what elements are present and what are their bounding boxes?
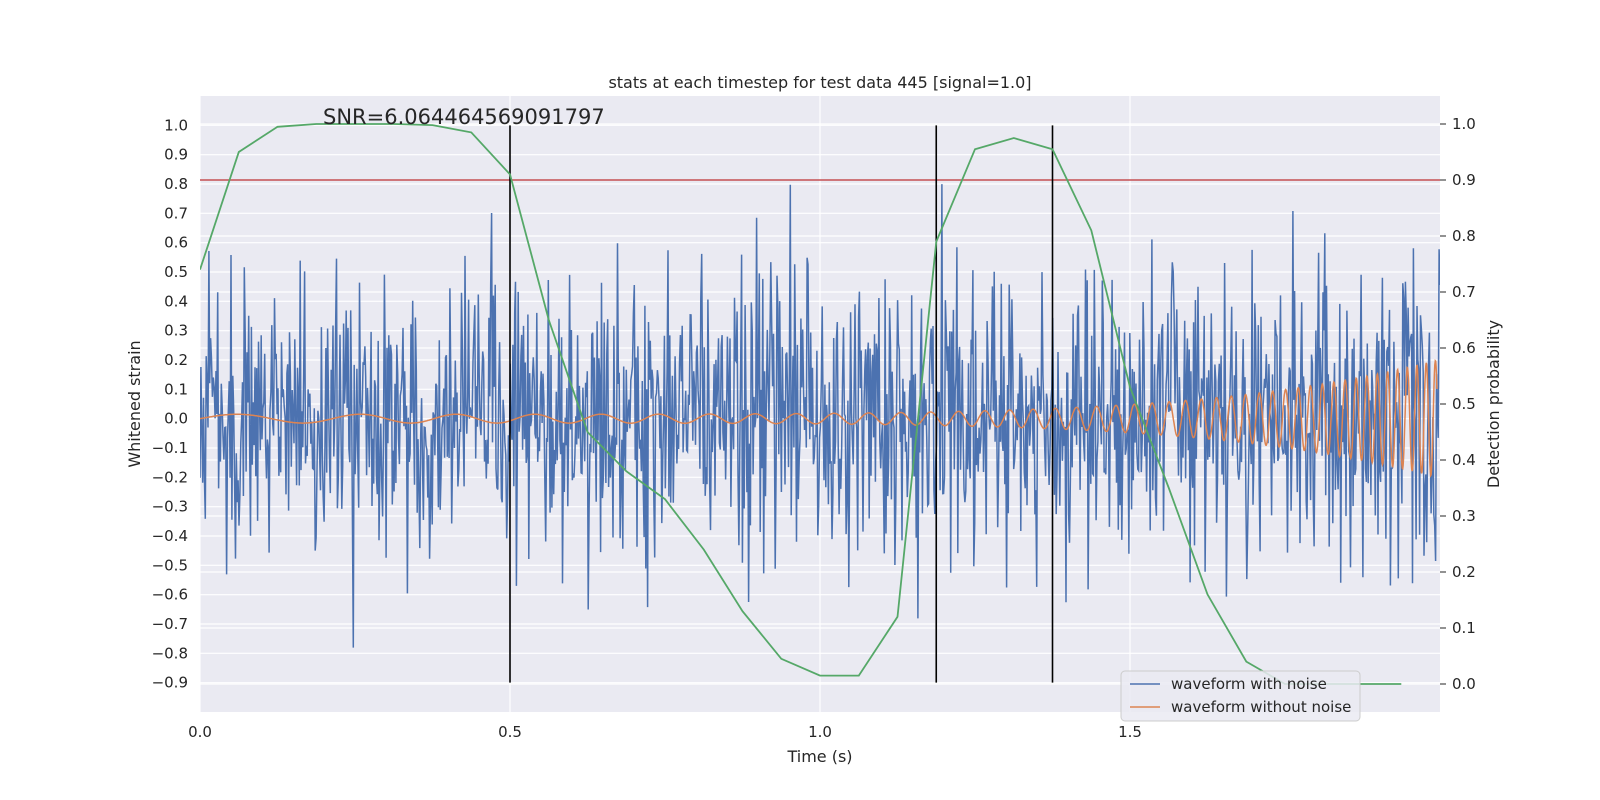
y-tick-label: 0.4 (164, 292, 188, 310)
y-tick-label: 0.6 (164, 234, 188, 252)
x-tick-label: 0.0 (188, 723, 212, 741)
y-tick-label: 0.0 (164, 410, 188, 428)
chart-title: stats at each timestep for test data 445… (608, 73, 1031, 92)
series-waveform-without-noise (200, 358, 1438, 478)
y-tick-label: −0.3 (152, 498, 188, 516)
y-axis-label: Whitened strain (125, 340, 144, 467)
y2-tick-label: 0.4 (1452, 451, 1476, 469)
grid (199, 96, 1440, 712)
y-tick-label: −0.5 (152, 556, 188, 574)
x-axis: 0.0 0.5 1.0 1.5 (188, 723, 1142, 741)
y-axis-left: −0.9 −0.8 −0.7 −0.6 −0.5 −0.4 −0.3 −0.2 −0.1 0.0 0… (152, 116, 188, 691)
y2-tick-label: 0.9 (1452, 171, 1476, 189)
x-tick-label: 0.5 (498, 723, 522, 741)
y-tick-label: −0.8 (152, 644, 188, 662)
series-waveform-with-noise (200, 184, 1440, 648)
y-tick-label: 0.7 (164, 204, 188, 222)
y2-tick-label: 0.2 (1452, 563, 1476, 581)
x-tick-label: 1.5 (1118, 723, 1142, 741)
legend-label-clean: waveform without noise (1171, 698, 1351, 716)
y2-tick-label: 0.8 (1452, 227, 1476, 245)
legend-label-noisy: waveform with noise (1171, 675, 1327, 693)
x-axis-label: Time (s) (786, 747, 852, 766)
y2-tick-label: 0.6 (1452, 339, 1476, 357)
y2-tick-label: 0.1 (1452, 619, 1476, 637)
y-tick-label: −0.7 (152, 615, 188, 633)
y-tick-label: 0.9 (164, 146, 188, 164)
y-tick-label: −0.6 (152, 586, 188, 604)
series-detection-probability (200, 123, 1402, 685)
y-tick-label: 0.3 (164, 322, 188, 340)
y2-tick-label: 0.5 (1452, 395, 1476, 413)
y-tick-label: 0.5 (164, 263, 188, 281)
legend-frame (1120, 670, 1361, 722)
y2-tick-label: 0.3 (1452, 507, 1476, 525)
y-tick-label: −0.1 (152, 439, 188, 457)
y2-tick-label: 0.0 (1452, 675, 1476, 693)
y-tick-label: −0.9 (152, 674, 188, 692)
snr-annotation: SNR=6.064464569091797 (323, 105, 605, 129)
y-tick-label: 0.8 (164, 175, 188, 193)
y-tick-label: −0.4 (152, 527, 188, 545)
y2-tick-label: 1.0 (1452, 115, 1476, 133)
y-tick-label: 1.0 (164, 116, 188, 134)
y-tick-label: 0.2 (164, 351, 188, 369)
legend: waveform with noise waveform without noi… (1120, 670, 1361, 722)
x-tick-label: 1.0 (808, 723, 832, 741)
y-tick-label: −0.2 (152, 468, 188, 486)
y2-tick-label: 0.7 (1452, 283, 1476, 301)
y2-axis-label: Detection probability (1484, 320, 1503, 488)
y-axis-right: 0.0 0.1 0.2 0.3 0.4 0.5 0.6 0.7 0.8 0.9 1.0 (1440, 115, 1476, 693)
series-layer (200, 123, 1440, 685)
y-tick-label: 0.1 (164, 380, 188, 398)
